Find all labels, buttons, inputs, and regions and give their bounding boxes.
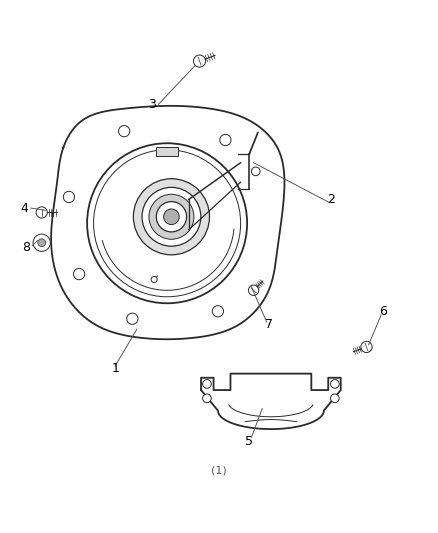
Circle shape [64, 191, 74, 203]
Text: 4: 4 [21, 201, 28, 215]
Text: 7: 7 [265, 318, 273, 332]
Text: 5: 5 [245, 435, 253, 448]
Circle shape [248, 285, 259, 295]
Text: (1): (1) [211, 466, 227, 475]
Circle shape [127, 313, 138, 325]
Circle shape [203, 379, 211, 388]
Bar [156, 147, 178, 156]
Circle shape [134, 179, 209, 255]
Circle shape [33, 234, 50, 252]
Polygon shape [201, 374, 341, 429]
Circle shape [212, 305, 223, 317]
Circle shape [331, 394, 339, 402]
Text: 3: 3 [148, 98, 156, 111]
Circle shape [203, 394, 211, 402]
Circle shape [361, 341, 372, 352]
Circle shape [194, 55, 205, 67]
Circle shape [74, 269, 85, 280]
Circle shape [119, 126, 130, 137]
Circle shape [36, 207, 47, 218]
Text: 1: 1 [111, 361, 119, 375]
Circle shape [142, 188, 201, 246]
Circle shape [331, 379, 339, 388]
Circle shape [220, 134, 231, 146]
Text: 8: 8 [23, 240, 31, 254]
Circle shape [251, 167, 260, 176]
Circle shape [156, 201, 187, 232]
Circle shape [38, 239, 46, 247]
Text: 6: 6 [379, 305, 387, 318]
Circle shape [164, 209, 179, 224]
Circle shape [151, 277, 157, 282]
Polygon shape [51, 106, 284, 340]
Text: 2: 2 [328, 193, 336, 206]
Circle shape [149, 195, 194, 239]
